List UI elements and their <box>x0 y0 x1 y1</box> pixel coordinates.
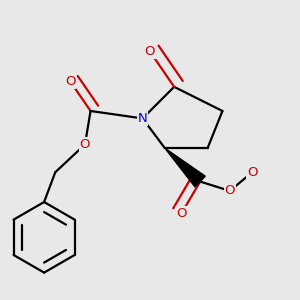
Text: O: O <box>65 75 75 88</box>
Text: O: O <box>80 138 90 151</box>
Text: O: O <box>247 166 257 179</box>
Text: O: O <box>225 184 235 197</box>
Text: N: N <box>138 112 147 125</box>
Text: O: O <box>176 207 187 220</box>
Polygon shape <box>165 148 205 187</box>
Text: O: O <box>145 45 155 58</box>
